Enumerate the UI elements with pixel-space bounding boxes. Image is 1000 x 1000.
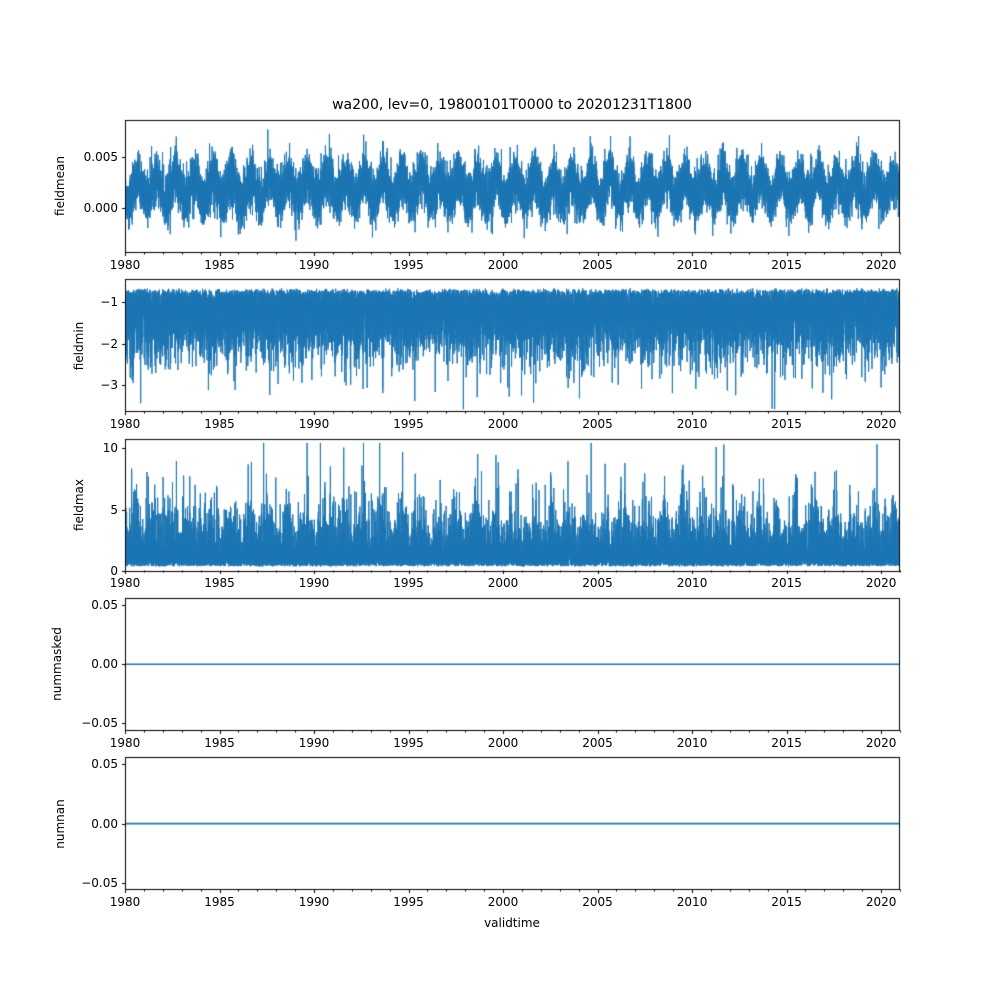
- x-tick-label: 2005: [582, 257, 613, 272]
- x-tick-label: 1980: [109, 576, 141, 591]
- x-tick-label: 1985: [204, 417, 235, 432]
- x-tick-label: 2005: [582, 735, 613, 750]
- x-tick-label: 2005: [582, 417, 613, 432]
- x-tick-label: 2015: [771, 735, 802, 750]
- x-tick-label: 2015: [771, 895, 802, 909]
- x-tick-label: 2000: [487, 895, 519, 909]
- y-tick-label: −0.05: [81, 875, 118, 890]
- x-tick-label: 1985: [204, 735, 235, 750]
- y-tick-label: −1: [100, 295, 118, 310]
- x-tick-label: 2020: [865, 895, 897, 909]
- y-tick-label: 0.05: [91, 757, 118, 772]
- x-tick-label: 1985: [204, 895, 235, 909]
- x-tick-label: 2020: [865, 576, 897, 591]
- y-tick-label: 0.000: [83, 200, 118, 215]
- x-tick-label: 2000: [487, 417, 519, 432]
- x-tick-label: 2005: [582, 576, 613, 591]
- x-tick-label: 1985: [204, 576, 235, 591]
- y-axis-label-fieldmax: fieldmax: [72, 478, 86, 532]
- x-tick-label: 2000: [487, 576, 519, 591]
- x-tick-label: 2020: [865, 257, 897, 272]
- y-tick-label: 0.05: [91, 598, 118, 613]
- x-tick-label: 1990: [298, 257, 330, 272]
- x-tick-label: 1995: [393, 895, 424, 909]
- y-tick-label: 0.005: [83, 149, 118, 164]
- y-tick-label: 10: [102, 441, 118, 456]
- y-axis-label-fieldmean: fieldmean: [53, 156, 67, 216]
- x-tick-label: 2010: [676, 417, 708, 432]
- x-tick-label: 2020: [865, 417, 897, 432]
- y-tick-label: 0: [110, 564, 118, 579]
- figure-title: wa200, lev=0, 19800101T0000 to 20201231T…: [332, 97, 692, 113]
- x-tick-label: 1995: [393, 735, 424, 750]
- x-tick-label: 1990: [298, 417, 330, 432]
- x-tick-label: 1980: [109, 417, 141, 432]
- x-tick-label: 1985: [204, 257, 235, 272]
- x-tick-label: 2020: [865, 735, 897, 750]
- x-tick-label: 2005: [582, 895, 613, 909]
- y-tick-label: 5: [110, 502, 118, 517]
- y-tick-label: −2: [100, 336, 118, 351]
- x-axis-label: validtime: [484, 916, 540, 930]
- x-tick-label: 1995: [393, 257, 424, 272]
- x-tick-label: 2015: [771, 257, 802, 272]
- x-tick-label: 1980: [109, 735, 141, 750]
- x-tick-label: 2015: [771, 576, 802, 591]
- x-tick-label: 2010: [676, 576, 708, 591]
- x-tick-label: 1990: [298, 576, 330, 591]
- x-tick-label: 2010: [676, 895, 708, 909]
- x-tick-label: 2010: [676, 735, 708, 750]
- x-tick-label: 2000: [487, 257, 519, 272]
- x-tick-label: 1995: [393, 417, 424, 432]
- x-tick-label: 1980: [109, 895, 141, 909]
- y-axis-label-numnan: numnan: [53, 799, 67, 849]
- x-tick-label: 2010: [676, 257, 708, 272]
- x-tick-label: 2000: [487, 735, 519, 750]
- y-tick-label: −0.05: [81, 716, 118, 731]
- x-tick-label: 1990: [298, 735, 330, 750]
- y-tick-label: −3: [100, 378, 118, 393]
- x-tick-label: 2015: [771, 417, 802, 432]
- x-tick-label: 1995: [393, 576, 424, 591]
- y-tick-label: 0.00: [91, 657, 118, 672]
- x-tick-label: 1990: [298, 895, 330, 909]
- x-tick-label: 1980: [109, 257, 141, 272]
- y-axis-label-nummasked: nummasked: [50, 627, 64, 701]
- y-axis-label-fieldmin: fieldmin: [72, 321, 86, 371]
- y-tick-label: 0.00: [91, 816, 118, 831]
